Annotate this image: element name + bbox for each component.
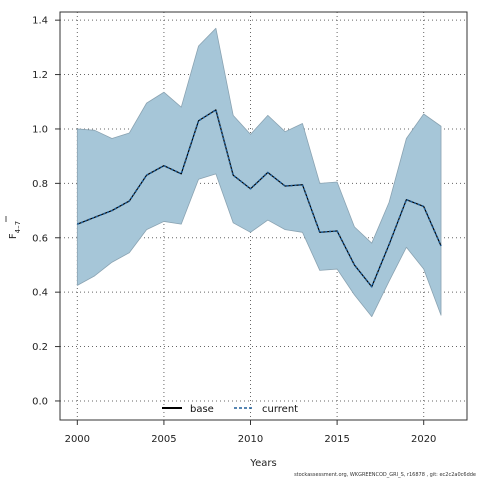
y-tick-label: 0.0	[32, 396, 48, 407]
y-axis-title: F4–7	[5, 216, 22, 239]
y-tick-label: 0.6	[32, 233, 48, 244]
y-axis-title-subscript: 4–7	[14, 221, 22, 233]
series-line-current	[77, 109, 442, 288]
x-tick-label: 2000	[65, 434, 90, 445]
x-tick-label: 2010	[238, 434, 263, 445]
y-tick-label: 1.2	[32, 70, 48, 81]
series-layer	[77, 109, 442, 288]
y-tick-label: 0.4	[32, 288, 48, 299]
x-tick-label: 2015	[324, 434, 349, 445]
y-axis-title-main: F	[8, 233, 19, 239]
x-axis-title: Years	[249, 458, 276, 469]
plot-frame	[59, 11, 468, 421]
confidence-band-layer	[76, 27, 442, 318]
confidence-band	[76, 27, 442, 318]
y-tick-label: 1.4	[32, 16, 48, 27]
y-axis-title-text: F4–7	[8, 221, 22, 239]
x-tick-label: 2020	[411, 434, 436, 445]
footer-credit: stockassessment.org, WKGREENCOD_GRI_S, r…	[294, 472, 476, 478]
legend: base current	[162, 404, 298, 415]
legend-base-label: base	[190, 404, 214, 415]
axis-ticks: 2000 2005 2010 2015 2020 0.0 0.2 0.4 0.6 0.8 1.0 1.…	[32, 16, 436, 445]
y-tick-label: 1.0	[32, 124, 48, 135]
x-tick-label: 2005	[151, 434, 176, 445]
y-tick-label: 0.8	[32, 179, 48, 190]
legend-current-label: current	[262, 404, 298, 415]
y-tick-label: 0.2	[32, 342, 48, 353]
